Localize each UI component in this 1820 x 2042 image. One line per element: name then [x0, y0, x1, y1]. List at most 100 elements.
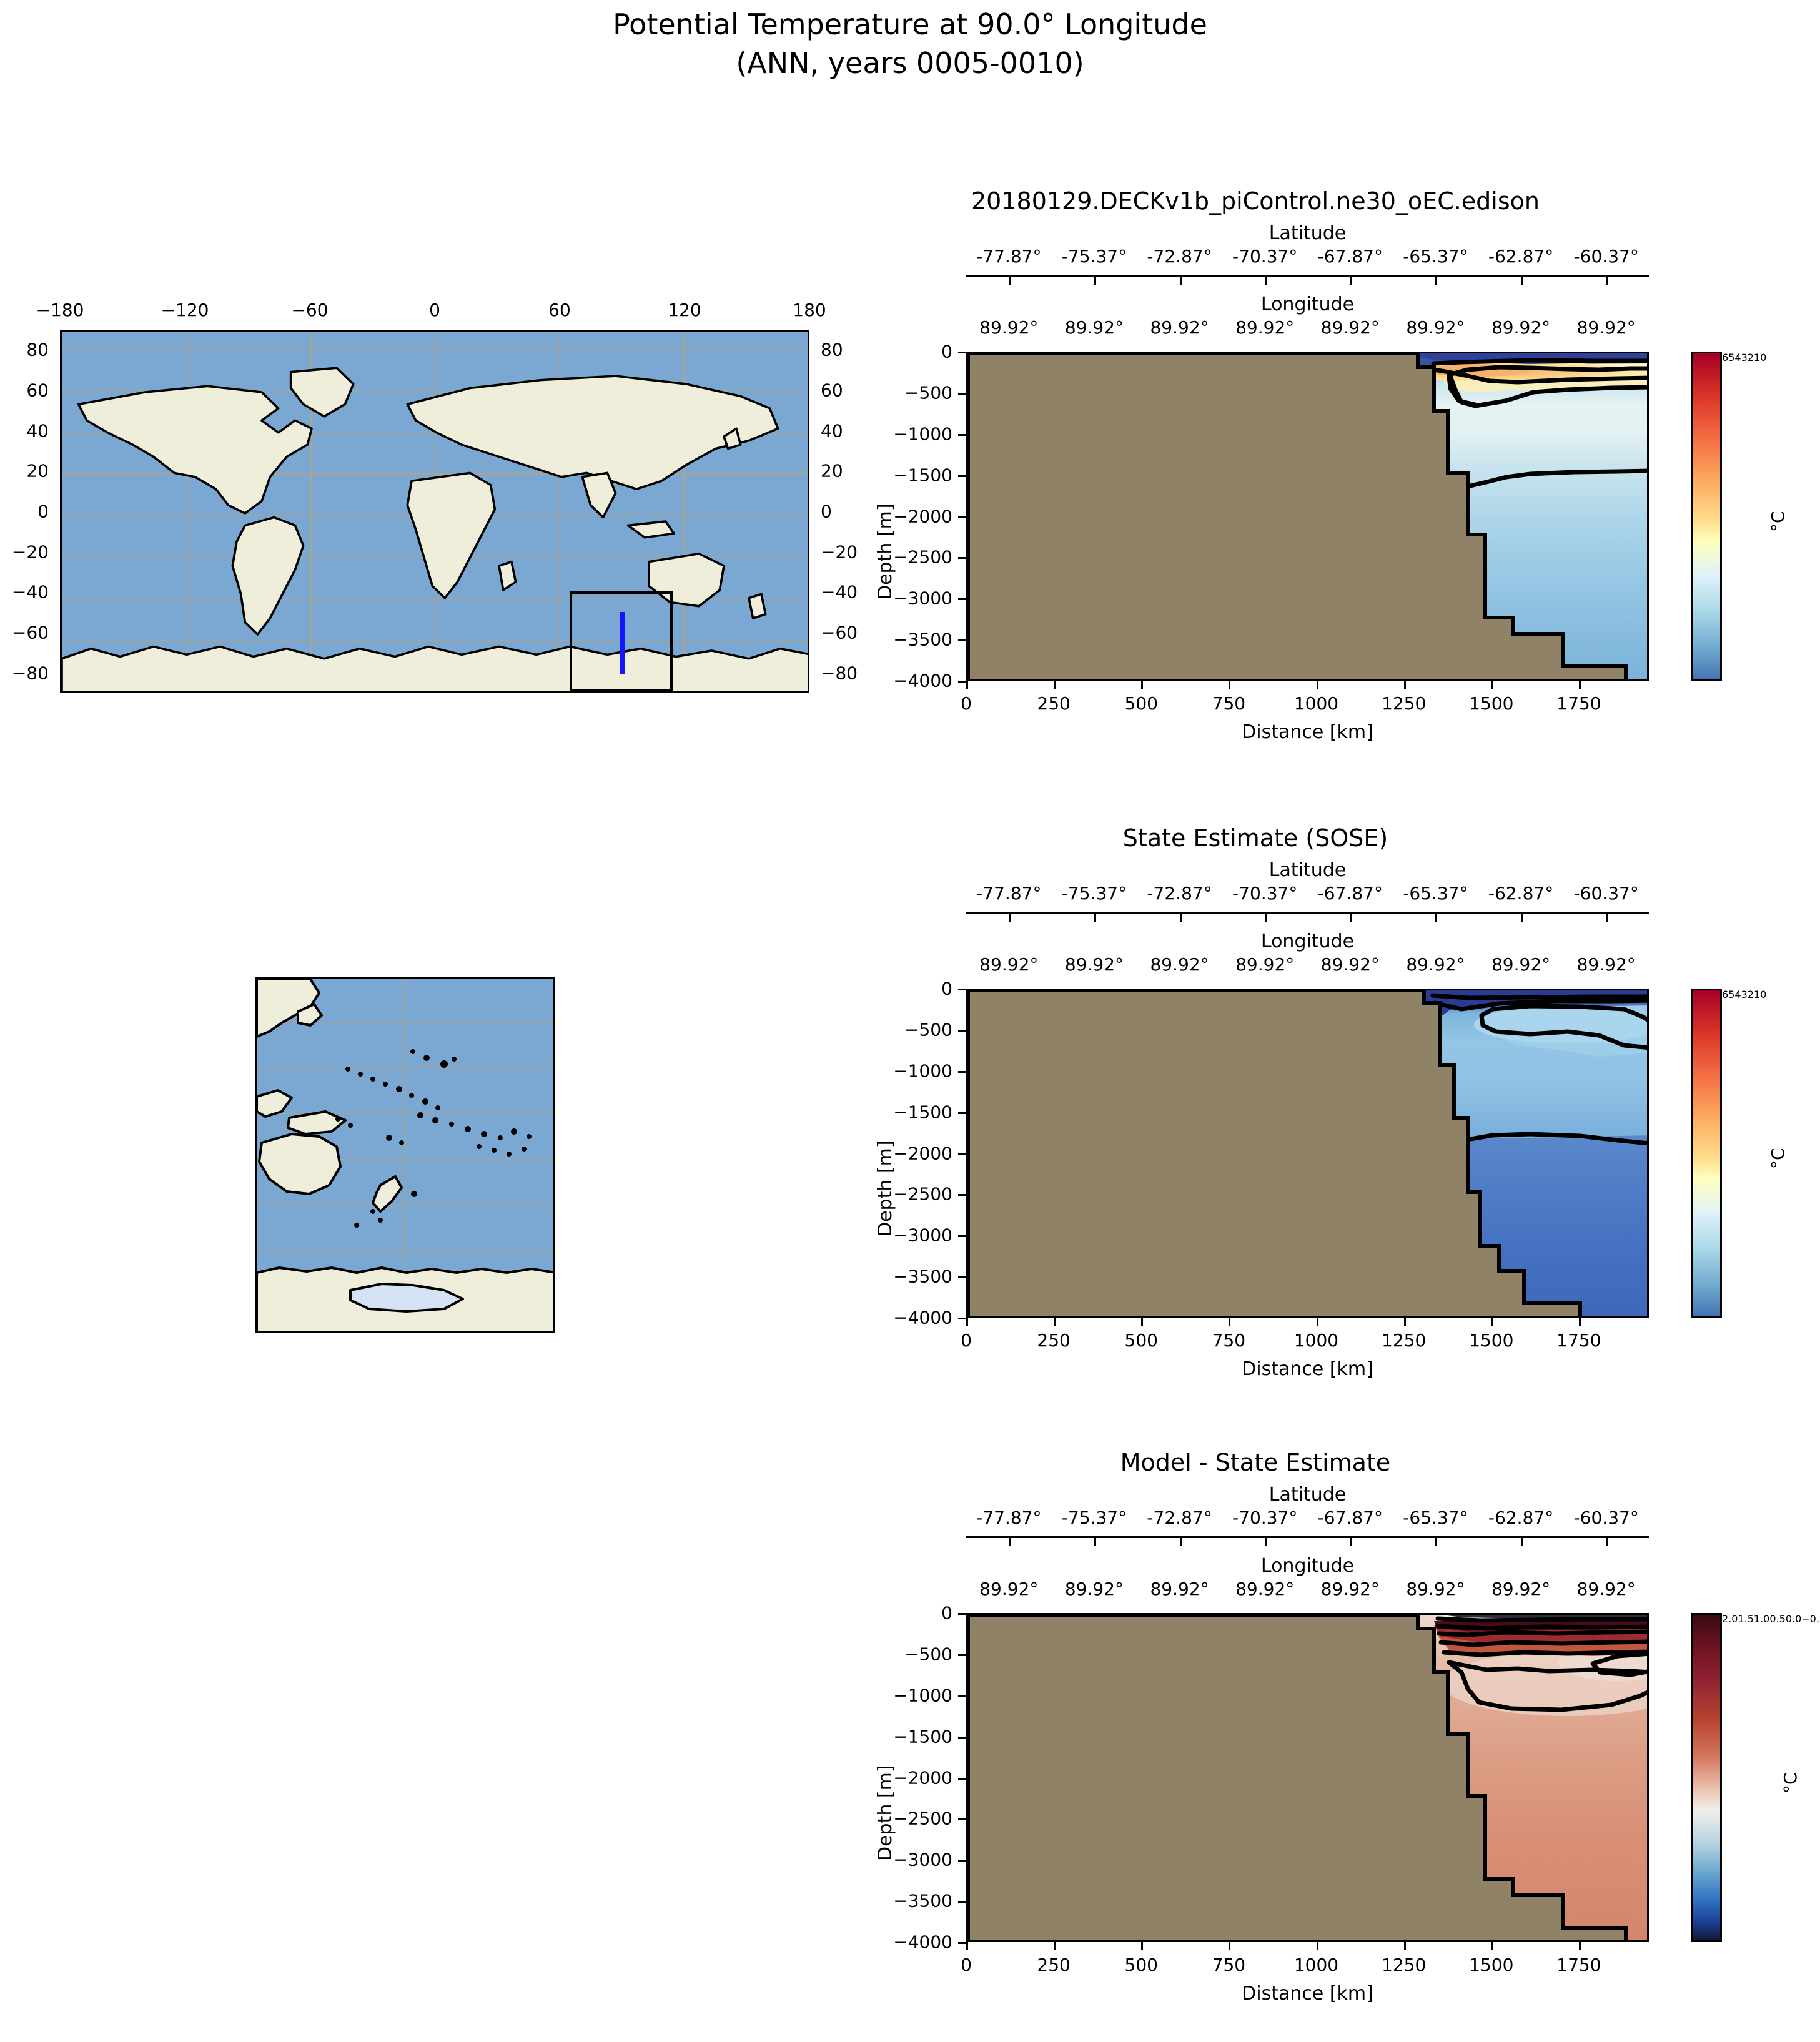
colorbar-tick-label: 1.0	[1753, 1613, 1770, 1625]
colorbar-tick-label: −0.5	[1801, 1613, 1820, 1625]
y-tick-mark	[958, 392, 966, 395]
y-tick-label: −4000	[893, 1307, 952, 1328]
world-map-lon-tick-label: −180	[36, 300, 84, 320]
y-tick-mark	[958, 1153, 966, 1155]
figure-suptitle: Potential Temperature at 90.0° Longitude…	[0, 5, 1820, 82]
x-tick-mark	[1403, 681, 1406, 689]
x-tick-mark	[1054, 1318, 1056, 1326]
axis-tick-label: 89.92°	[1320, 1579, 1380, 1599]
axis-tick-label: -60.37°	[1573, 246, 1639, 267]
world-map-lat-tick-label: 60	[26, 380, 49, 401]
y-tick-mark	[958, 1112, 966, 1114]
panel-model-xlabel: Distance [km]	[1242, 721, 1373, 743]
axis-tick-label: -62.87°	[1488, 1507, 1554, 1528]
x-tick-label: 1500	[1469, 1330, 1514, 1351]
axis-tick-label: -65.37°	[1403, 1507, 1468, 1528]
axis-tick-label: 89.92°	[1491, 317, 1551, 338]
colorbar-tick-label: 6	[1722, 352, 1729, 363]
y-tick-mark	[958, 1736, 966, 1739]
x-tick-label: 1000	[1293, 1955, 1339, 1975]
x-tick-label: 1750	[1556, 1955, 1601, 1975]
axis-tick-label: 89.92°	[1064, 1579, 1124, 1599]
y-tick-mark	[958, 433, 966, 436]
panel-sose-xtick-group: 0 250 500 750 1000 1250 1500 1750	[961, 1318, 1649, 1386]
y-tick-label: −1000	[893, 1060, 952, 1082]
x-tick-label: 1500	[1469, 1955, 1514, 1975]
colorbar-tick-label: 4	[1734, 989, 1741, 1000]
colorbar-tick-label: 2	[1747, 352, 1754, 363]
world-map-axes[interactable]	[60, 330, 809, 693]
panel-diff-ylabel: Depth [m]	[874, 1765, 896, 1861]
panel-model-latitude-ticklabels: -77.87° -75.37° -72.87° -70.37° -67.87° -65.3…	[966, 246, 1649, 270]
y-tick-label: −3500	[893, 629, 952, 650]
x-tick-mark	[1491, 1942, 1493, 1950]
colorbar-tick-label: 3	[1741, 989, 1748, 1000]
panel-sose-longitude-ticklabels: 89.92° 89.92° 89.92° 89.92° 89.92° 89.92° 89.9…	[966, 954, 1649, 978]
y-tick-mark	[958, 557, 966, 560]
panel-sose-latitude-ticklabels: -77.87° -75.37° -72.87° -70.37° -67.87° -65.3…	[966, 883, 1649, 907]
y-tick-label: −4000	[893, 1931, 952, 1953]
x-tick-mark	[1316, 1318, 1318, 1326]
panel-model-plot-area[interactable]	[966, 352, 1649, 681]
x-tick-label: 1250	[1382, 1330, 1427, 1351]
axis-tick-label: -75.37°	[1061, 883, 1127, 904]
panel-sose-title: State Estimate (SOSE)	[1122, 824, 1388, 852]
world-map-lat-tick-label: 80	[26, 339, 49, 360]
axis-tick-label: -77.87°	[976, 246, 1042, 267]
panel-diff-colorbar[interactable]	[1691, 1613, 1722, 1942]
x-tick-label: 500	[1124, 693, 1158, 714]
world-map-lat-tick-label: 60	[821, 380, 843, 401]
world-map-lat-tick-label: −80	[821, 663, 858, 684]
panel-model-second-axis-label: Longitude	[1260, 293, 1355, 315]
panel-sose-ytick-group: 0 −500 −1000 −1500 −2000 −2500 −3000 −3500 −4000	[862, 979, 966, 1328]
world-map-lat-tick-label: −40	[11, 581, 49, 603]
panel-sose-colorbar[interactable]	[1691, 989, 1722, 1318]
colorbar-tick-label: 5	[1728, 989, 1735, 1000]
axis-tick-label: 89.92°	[1406, 1579, 1465, 1599]
panel-model-xtick-group: 0 250 500 750 1000 1250 1500 1750	[961, 681, 1649, 749]
x-tick-mark	[1054, 681, 1056, 689]
world-map-lat-ticklabels-left: 80 60 40 20 0 −20 −40 −60 −80	[12, 330, 55, 693]
panel-diff-plot-area[interactable]	[966, 1613, 1649, 1942]
axis-tick-label: -70.37°	[1232, 883, 1298, 904]
regional-map-axes[interactable]	[255, 977, 555, 1333]
x-tick-label: 750	[1212, 1955, 1246, 1975]
axis-tick-label: 89.92°	[1064, 317, 1124, 338]
panel-model-latitude-tickrow	[966, 275, 1649, 285]
x-tick-label: 250	[1037, 1330, 1071, 1351]
colorbar-tick-label: 4	[1734, 352, 1741, 363]
x-tick-mark	[1578, 1942, 1581, 1950]
axis-tick-label: 89.92°	[979, 954, 1039, 975]
y-tick-label: −500	[904, 382, 952, 403]
x-tick-mark	[1229, 1942, 1231, 1950]
axis-tick-label: 89.92°	[979, 1579, 1039, 1599]
colorbar-tick-label: 0.0	[1785, 1613, 1802, 1625]
y-tick-mark	[958, 1276, 966, 1279]
x-tick-mark	[1316, 1942, 1318, 1950]
x-tick-mark	[966, 681, 968, 689]
panel-sose-plot-area[interactable]	[966, 989, 1649, 1318]
panel-sose-latitude-tickrow	[966, 912, 1649, 922]
panel-sose-xlabel: Distance [km]	[1242, 1358, 1373, 1380]
y-tick-mark	[958, 1942, 966, 1944]
x-tick-mark	[1403, 1942, 1406, 1950]
axis-tick-label: -70.37°	[1232, 246, 1298, 267]
x-tick-mark	[1054, 1942, 1056, 1950]
y-tick-mark	[958, 639, 966, 642]
y-tick-label: −3000	[893, 1225, 952, 1246]
axis-tick-label: 89.92°	[1406, 954, 1465, 975]
x-tick-label: 1500	[1469, 693, 1514, 714]
axis-tick-label: -77.87°	[976, 1507, 1042, 1528]
panel-model-colorbar[interactable]	[1691, 352, 1722, 681]
x-tick-label: 0	[961, 693, 972, 714]
axis-tick-label: -72.87°	[1147, 246, 1212, 267]
y-tick-mark	[958, 516, 966, 518]
panel-diff: Model - State Estimate Latitude -77.87° -…	[862, 1449, 1820, 2036]
world-map-lat-tick-label: 20	[821, 460, 843, 481]
y-tick-label: −500	[904, 1019, 952, 1040]
world-map-transect-line	[620, 612, 626, 674]
world-map-lat-tick-label: −40	[821, 581, 858, 603]
x-tick-label: 0	[961, 1955, 972, 1975]
y-tick-label: −2500	[893, 1808, 952, 1829]
x-tick-mark	[1141, 1942, 1144, 1950]
